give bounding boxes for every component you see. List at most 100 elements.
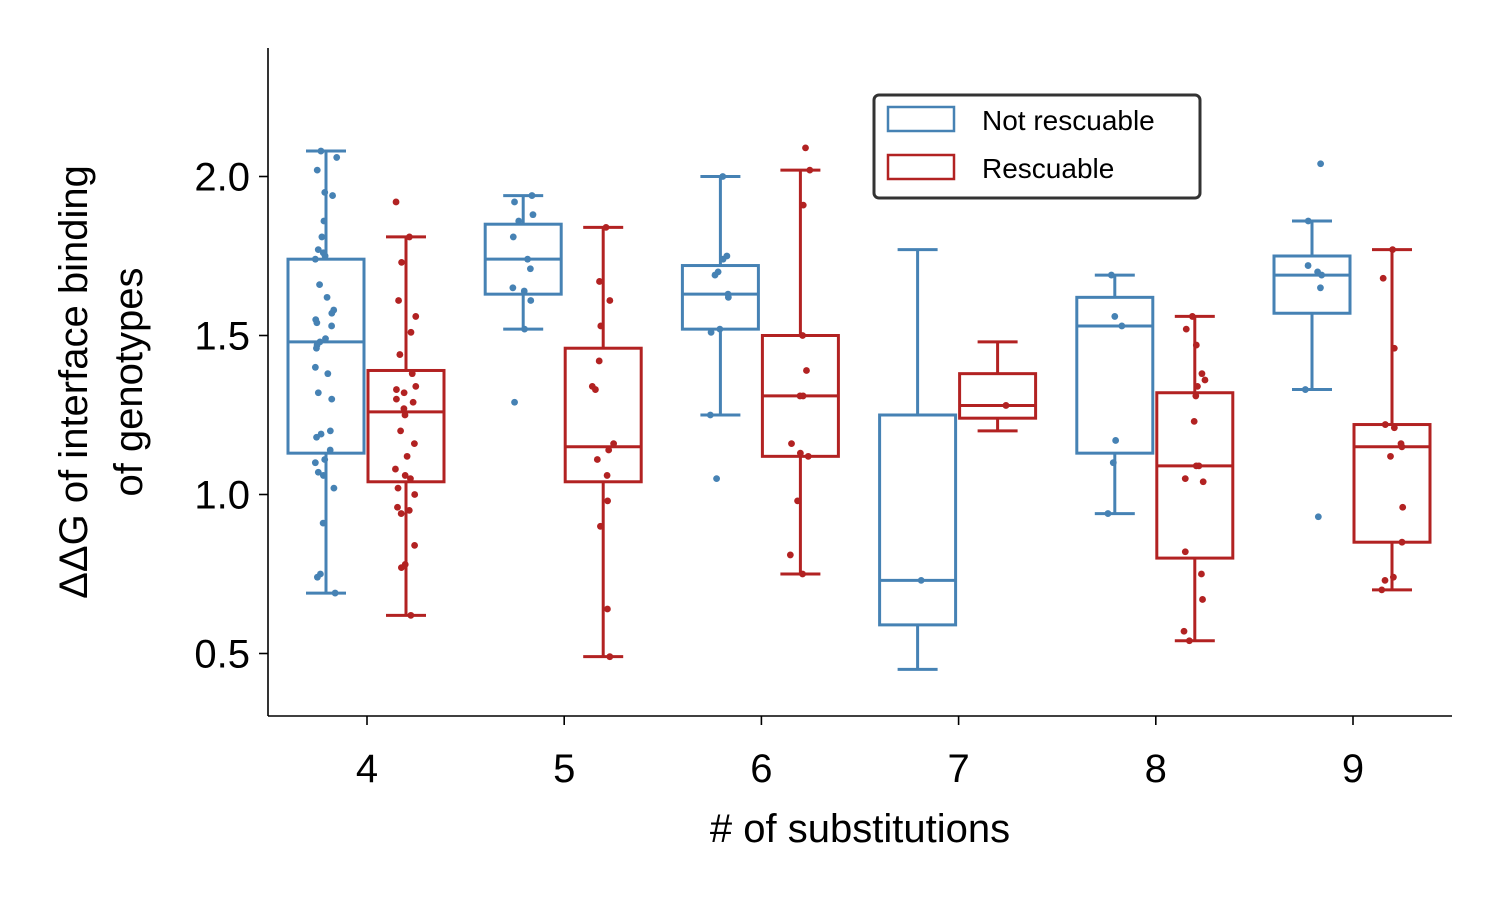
- box-group: [878, 248, 958, 671]
- data-point: [602, 223, 610, 231]
- data-point: [1192, 341, 1200, 349]
- box-group: [760, 144, 840, 578]
- data-point: [1379, 274, 1387, 282]
- box: [878, 413, 958, 627]
- data-point: [1398, 538, 1406, 546]
- data-point: [324, 370, 332, 378]
- data-point: [527, 297, 535, 304]
- data-point: [788, 440, 795, 448]
- data-point: [330, 484, 338, 492]
- data-point: [719, 255, 727, 263]
- data-point: [398, 564, 405, 572]
- data-point: [796, 449, 804, 457]
- data-point: [394, 484, 402, 492]
- plot-area: [286, 144, 1432, 671]
- data-point: [322, 335, 329, 343]
- data-point: [794, 497, 801, 505]
- data-point: [1112, 437, 1120, 444]
- y-tick-label: 1.0: [194, 474, 250, 518]
- box: [1352, 423, 1432, 544]
- data-point: [520, 287, 528, 295]
- data-point: [917, 576, 925, 584]
- data-point: [316, 281, 323, 289]
- data-point: [314, 468, 322, 476]
- data-point: [713, 475, 720, 482]
- legend-swatch-not-rescuable: [886, 105, 956, 133]
- data-point: [397, 510, 405, 517]
- data-point: [313, 344, 320, 352]
- data-point: [313, 319, 321, 327]
- data-point: [397, 427, 405, 435]
- data-point: [605, 446, 613, 454]
- data-point: [407, 475, 414, 482]
- data-point: [1199, 596, 1206, 603]
- data-point: [1304, 217, 1312, 225]
- box-group: [680, 173, 760, 482]
- data-point: [321, 189, 329, 196]
- data-point: [311, 255, 319, 263]
- data-point: [412, 313, 420, 320]
- data-point: [407, 611, 415, 619]
- legend-label-not-rescuable: Not rescuable: [982, 105, 1155, 136]
- data-point: [1399, 503, 1407, 511]
- y-axis-title-line-2: of genotypes: [107, 267, 151, 496]
- data-point: [706, 411, 714, 419]
- data-point: [804, 452, 812, 460]
- data-point: [597, 322, 605, 330]
- data-point: [1192, 392, 1200, 400]
- data-point: [333, 154, 341, 161]
- data-point: [401, 411, 409, 419]
- y-axis-title: ΔΔG of interface binding of genotypes: [52, 165, 151, 599]
- data-point: [1304, 262, 1312, 269]
- box-group: [286, 147, 366, 597]
- data-point: [524, 255, 531, 263]
- series-rescuable: [366, 144, 1432, 661]
- data-point: [405, 507, 413, 514]
- data-point: [1109, 459, 1117, 467]
- data-point: [331, 589, 339, 597]
- data-point: [593, 456, 601, 463]
- box: [286, 257, 366, 455]
- data-point: [392, 465, 399, 473]
- data-point: [526, 265, 534, 273]
- data-point: [1002, 402, 1010, 409]
- data-point: [592, 386, 599, 393]
- data-point: [604, 605, 611, 613]
- box-group: [366, 198, 446, 619]
- series-not-rescuable: [286, 147, 1352, 671]
- data-point: [1389, 246, 1396, 254]
- box-group: [1155, 313, 1235, 645]
- data-point: [1314, 513, 1322, 521]
- data-point: [799, 201, 807, 209]
- box: [366, 368, 446, 484]
- x-tick-label: 9: [1342, 747, 1364, 791]
- data-point: [1389, 573, 1397, 581]
- box: [1075, 295, 1155, 455]
- data-point: [606, 297, 614, 304]
- legend: Not rescuable Rescuable: [872, 93, 1202, 200]
- data-point: [1180, 627, 1188, 635]
- data-point: [1201, 376, 1209, 384]
- data-point: [321, 456, 329, 463]
- data-point: [1317, 284, 1324, 292]
- box: [1155, 391, 1235, 560]
- data-point: [326, 446, 334, 454]
- box-group: [1272, 160, 1352, 521]
- data-point: [802, 144, 809, 152]
- data-point: [806, 166, 814, 174]
- data-point: [719, 173, 727, 180]
- data-point: [528, 192, 536, 199]
- data-point: [398, 258, 405, 266]
- data-point: [1190, 417, 1198, 425]
- data-point: [400, 405, 408, 413]
- data-point: [1381, 421, 1389, 428]
- y-tick-label: 1.5: [194, 315, 250, 359]
- box-group: [563, 223, 643, 661]
- data-point: [1188, 313, 1196, 320]
- data-point: [509, 233, 517, 241]
- data-point: [1182, 325, 1190, 333]
- data-point: [313, 433, 320, 441]
- data-point: [595, 357, 603, 365]
- data-point: [1185, 637, 1193, 645]
